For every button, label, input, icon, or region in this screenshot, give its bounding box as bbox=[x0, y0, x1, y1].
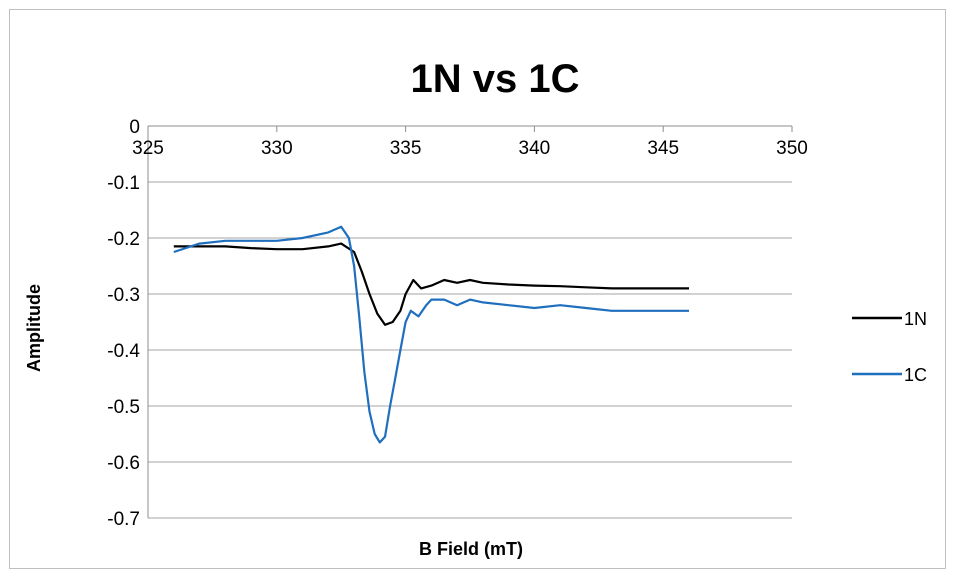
axes: 0 -0.1 -0.2 -0.3 -0.4 -0.5 -0.6 -0.7 325 330 335 34… bbox=[107, 117, 808, 530]
y-tick-label: -0.7 bbox=[107, 509, 140, 530]
y-tick-label: -0.2 bbox=[107, 229, 140, 250]
chart-frame: 1N vs 1C 0 -0.1 -0.2 -0.3 -0.4 -0.5 -0.6 -0.7 32… bbox=[9, 9, 946, 569]
x-axis-label: B Field (mT) bbox=[419, 539, 523, 559]
gridlines bbox=[148, 181, 792, 519]
line-chart: 1N vs 1C 0 -0.1 -0.2 -0.3 -0.4 -0.5 -0.6 -0.7 32… bbox=[24, 57, 927, 559]
series-layer bbox=[173, 225, 689, 444]
x-tick-label: 340 bbox=[519, 138, 551, 159]
y-tick-label: -0.5 bbox=[107, 397, 140, 418]
x-tick-label: 335 bbox=[390, 138, 422, 159]
series-line-1n bbox=[173, 242, 689, 326]
chart-title: 1N vs 1C bbox=[411, 57, 580, 101]
y-tick-label: 0 bbox=[129, 117, 140, 138]
y-tick-label: -0.3 bbox=[107, 285, 140, 306]
legend: 1N 1C bbox=[852, 309, 927, 385]
x-tick-label: 350 bbox=[776, 138, 808, 159]
x-tick-label: 345 bbox=[647, 138, 679, 159]
legend-label-1n: 1N bbox=[904, 309, 927, 329]
x-tick-label: 330 bbox=[261, 138, 293, 159]
y-tick-label: -0.6 bbox=[107, 453, 140, 474]
y-tick-label: -0.1 bbox=[107, 173, 140, 194]
y-tick-label: -0.4 bbox=[107, 341, 140, 362]
y-axis-label: Amplitude bbox=[24, 284, 44, 372]
series-line-1c bbox=[173, 225, 689, 444]
x-tick-label: 325 bbox=[132, 138, 164, 159]
legend-label-1c: 1C bbox=[904, 365, 927, 385]
